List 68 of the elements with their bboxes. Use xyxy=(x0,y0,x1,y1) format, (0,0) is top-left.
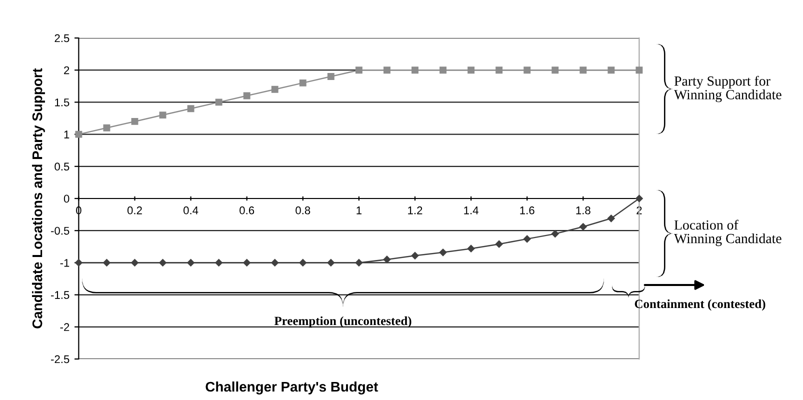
point xyxy=(271,259,279,266)
y-tick-label: 2 xyxy=(64,66,70,74)
text: Party Support for Winning Candidate xyxy=(674,76,782,102)
y-tick-label: -1.5 xyxy=(51,291,70,299)
point xyxy=(524,66,531,74)
point xyxy=(215,259,222,266)
x-tick-label: 1.4 xyxy=(464,206,478,214)
point xyxy=(412,66,418,74)
x-tick-label: 1.2 xyxy=(408,206,422,214)
point xyxy=(580,66,587,74)
y-tick-label: 0 xyxy=(64,194,70,203)
point xyxy=(439,248,447,256)
point xyxy=(75,130,82,138)
y-tick-label: 2.5 xyxy=(54,34,70,42)
y-tick-label: -2 xyxy=(60,323,70,331)
annotation: Preemption (uncontested) xyxy=(274,316,412,328)
point xyxy=(523,235,531,243)
point xyxy=(131,259,138,266)
point xyxy=(411,252,419,260)
point xyxy=(299,259,307,266)
point xyxy=(551,230,559,238)
y-tick-label: 0.5 xyxy=(54,162,70,171)
point xyxy=(131,118,138,125)
x-tick-label: 0.2 xyxy=(127,206,142,214)
point xyxy=(383,66,390,74)
x-tick-label: 1.8 xyxy=(576,206,590,214)
y-tick-label: 1 xyxy=(64,130,70,138)
x-tick-label: 1 xyxy=(356,206,362,214)
point xyxy=(495,240,503,248)
x-axis-title: Challenger Party's Budget xyxy=(206,381,378,394)
y-axis-title: Candidate Locations and Party Support xyxy=(32,68,45,328)
point xyxy=(299,79,306,86)
annotation: Containment (contested) xyxy=(634,299,766,311)
point xyxy=(355,66,362,74)
point xyxy=(271,86,278,93)
y-tick-label: -0.5 xyxy=(51,226,70,235)
point xyxy=(467,244,475,252)
point xyxy=(580,223,587,230)
point xyxy=(608,214,615,222)
point xyxy=(75,259,82,266)
point xyxy=(636,66,643,74)
point xyxy=(440,66,446,74)
y-tick-label: -1 xyxy=(60,259,70,267)
point xyxy=(468,66,475,74)
y-tick-label: -2.5 xyxy=(51,355,70,364)
point xyxy=(159,112,166,119)
point xyxy=(187,105,194,112)
point xyxy=(496,66,503,74)
x-tick-label: 1.6 xyxy=(520,206,534,214)
point xyxy=(103,259,110,266)
point xyxy=(552,66,559,74)
point xyxy=(215,98,222,106)
point xyxy=(103,124,110,132)
point xyxy=(243,259,250,266)
point xyxy=(243,92,250,100)
y-tick-label: 1.5 xyxy=(55,98,70,106)
point xyxy=(608,66,615,74)
point xyxy=(187,259,194,266)
point xyxy=(636,194,643,202)
point xyxy=(383,256,391,264)
x-tick-label: 0.4 xyxy=(184,206,198,214)
point xyxy=(327,259,335,266)
x-tick-label: 0.8 xyxy=(296,206,310,214)
point xyxy=(355,259,363,266)
point xyxy=(327,73,334,80)
text: Location of Winning Candidate xyxy=(674,220,782,246)
point xyxy=(159,259,166,266)
x-tick-label: 0.6 xyxy=(240,206,254,214)
